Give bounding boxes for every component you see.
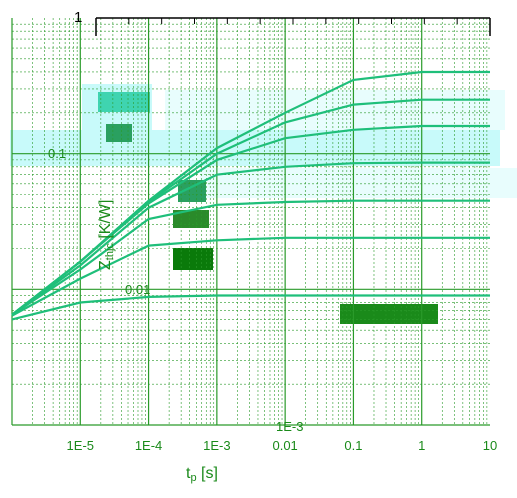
x-tick-label: 1 <box>418 438 425 453</box>
background-bands <box>10 37 517 420</box>
curve-5 <box>11 199 490 316</box>
x-axis-title-main: t <box>186 465 191 482</box>
x-tick-label: 1E-4 <box>135 438 162 453</box>
curve-6 <box>11 236 490 317</box>
y-axis-title: Zthjc [K/W] <box>97 200 116 270</box>
x-tick-label: 1E-5 <box>67 438 94 453</box>
y-tick-label: 1 <box>74 9 82 26</box>
y-axis-title-sub: thjc <box>104 243 116 261</box>
curve-3 <box>11 124 490 316</box>
x-tick-label: 0.01 <box>272 438 297 453</box>
axes <box>95 17 491 36</box>
y-axis-title-main: Z <box>97 260 114 270</box>
y-axis-title-unit: [K/W] <box>97 200 114 244</box>
curves <box>11 70 490 321</box>
x-axis-title-sub: p <box>190 472 196 484</box>
x-tick-label: 10 <box>483 438 497 453</box>
y-tick-label: 1E-3 <box>276 419 303 434</box>
curve-7 <box>11 294 490 321</box>
y-tick-label: 0.1 <box>48 146 66 161</box>
grid-lines <box>11 18 490 426</box>
x-tick-labels: 1E-5 1E-4 1E-3 0.01 0.1 1 10 <box>67 438 498 453</box>
x-tick-label: 1E-3 <box>203 438 230 453</box>
x-axis-title: tp [s] <box>186 465 218 484</box>
y-tick-label: 0.01 <box>125 282 150 297</box>
x-axis-title-unit: [s] <box>197 465 218 482</box>
x-tick-label: 0.1 <box>344 438 362 453</box>
curve-4 <box>11 161 490 316</box>
y-tick-labels: 1 0.1 0.01 1E-3 <box>48 9 303 434</box>
